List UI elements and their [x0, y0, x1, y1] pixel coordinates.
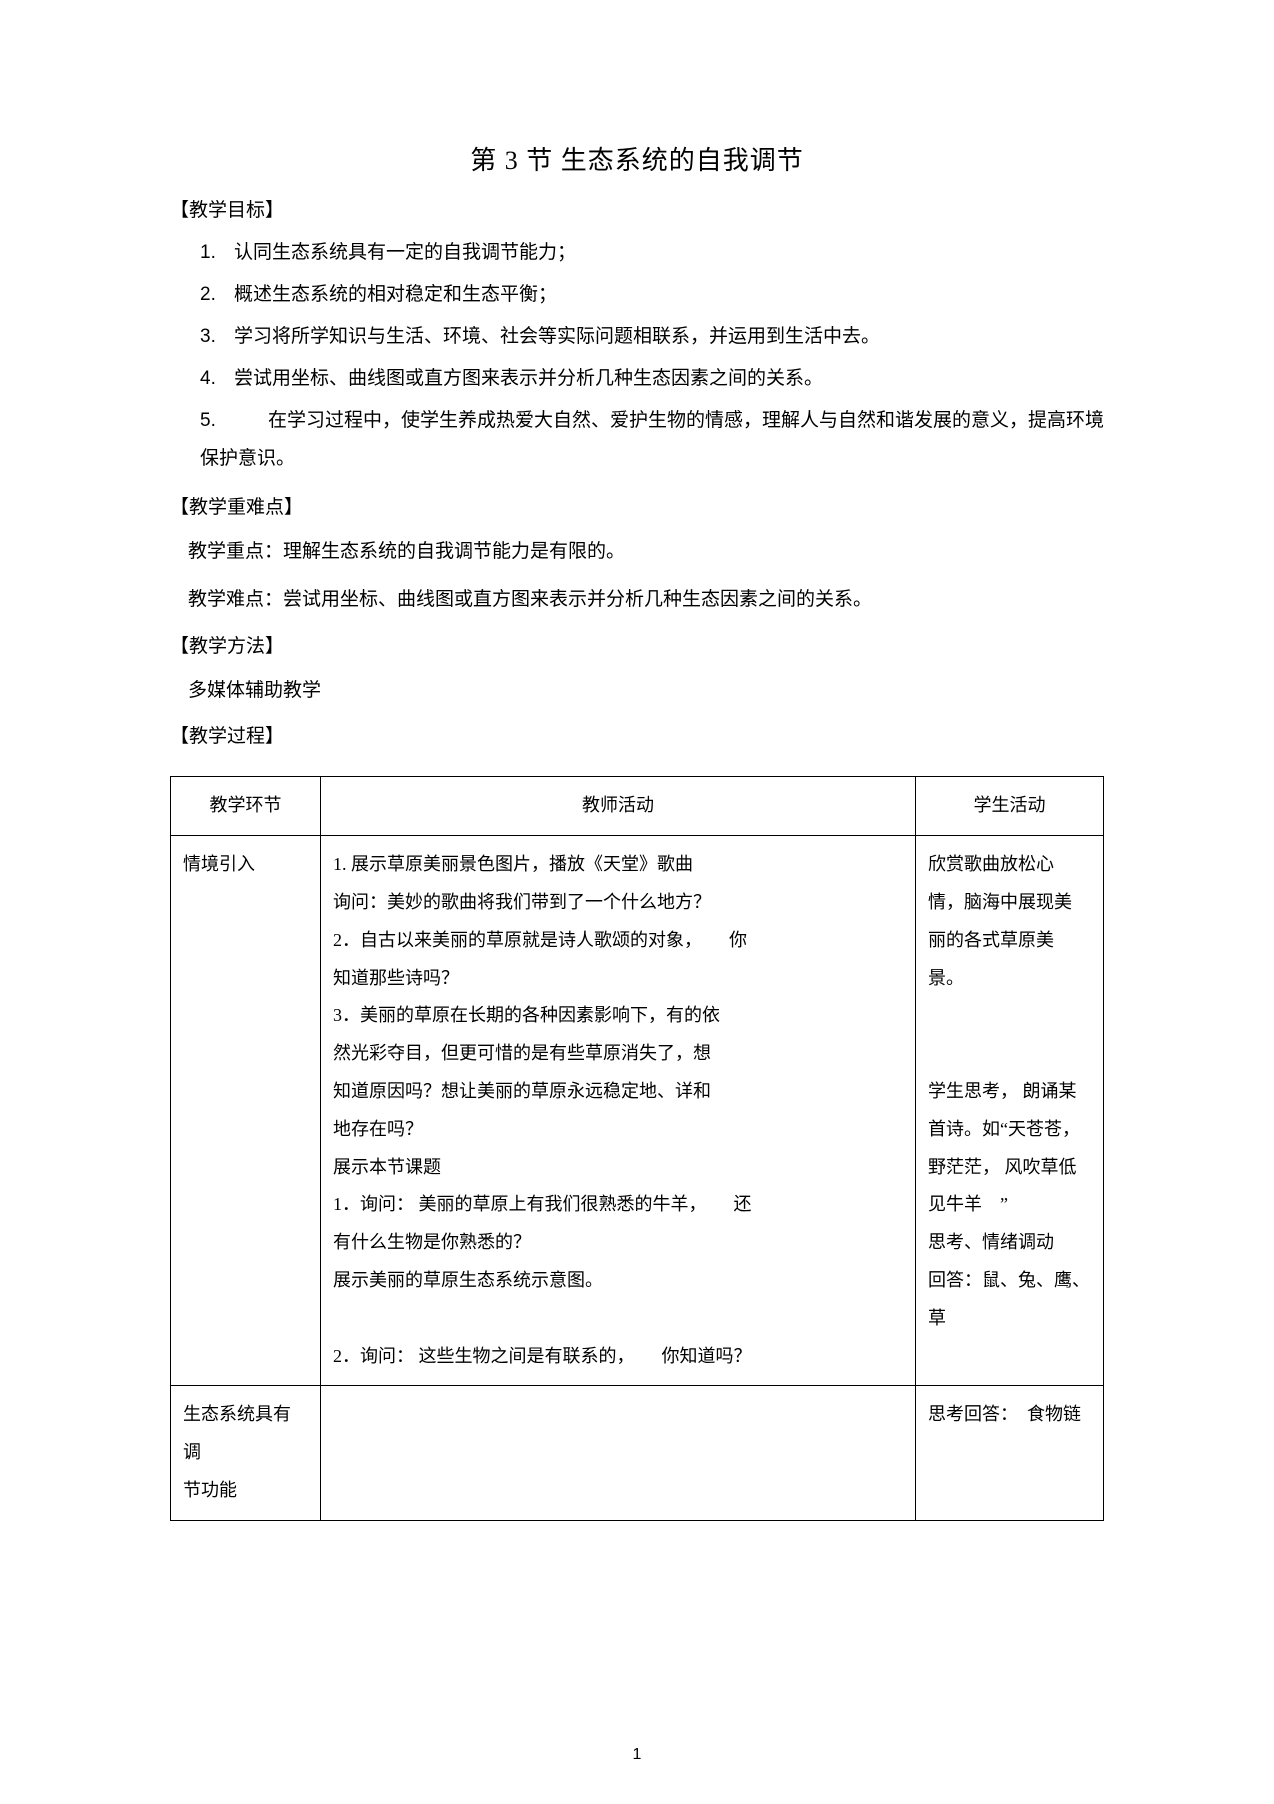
- objective-text-4: 尝试用坐标、曲线图或直方图来表示并分析几种生态因素之间的关系。: [234, 368, 823, 389]
- document-title: 第 3 节 生态系统的自我调节: [170, 140, 1104, 177]
- table-row-1-col-2: 1. 展示草原美丽景色图片，播放《天堂》歌曲 询问：美妙的歌曲将我们带到了一个什…: [321, 836, 916, 1386]
- table-row-1-col-3: 欣赏歌曲放松心 情，脑海中展现美 丽的各式草原美 景。 学生思考， 朗诵某 首诗…: [916, 836, 1104, 1386]
- r1c2-l8: 展示本节课题: [333, 1149, 903, 1187]
- process-header: 【教学过程】: [170, 721, 1104, 748]
- objectives-header: 【教学目标】: [170, 195, 1104, 222]
- objective-item-1: 1.认同生态系统具有一定的自我调节能力；: [200, 234, 1104, 272]
- r1c3-l3: 景。: [928, 960, 1091, 998]
- keypoint-1: 教学重点：理解生态系统的自我调节能力是有限的。: [188, 531, 1104, 573]
- r1c3-l9: 见牛羊 ”: [928, 1186, 1091, 1224]
- r1c2-l12: [333, 1300, 903, 1338]
- methods-body: 多媒体辅助教学: [188, 670, 1104, 712]
- r1c2-l11: 展示美丽的草原生态系统示意图。: [333, 1262, 903, 1300]
- table-row-2-col-3: 思考回答： 食物链: [916, 1386, 1104, 1520]
- objective-text-2: 概述生态系统的相对稳定和生态平衡；: [234, 284, 557, 305]
- r1c3-l8: 野茫茫， 风吹草低: [928, 1149, 1091, 1187]
- r1c2-l1: 询问：美妙的歌曲将我们带到了一个什么地方？: [333, 884, 903, 922]
- objective-item-2: 2.概述生态系统的相对稳定和生态平衡；: [200, 276, 1104, 314]
- objective-text-5: 在学习过程中，使学生养成热爱大自然、爱护生物的情感，理解人与自然和谐发展的意义，…: [200, 410, 1104, 469]
- page-number: 1: [0, 1746, 1274, 1764]
- table-header-1: 教学环节: [171, 777, 321, 836]
- r1c2-l6: 知道原因吗？想让美丽的草原永远稳定地、详和: [333, 1073, 903, 1111]
- keypoint-2: 教学难点：尝试用坐标、曲线图或直方图来表示并分析几种生态因素之间的关系。: [188, 579, 1104, 621]
- r1c3-l11: 回答：鼠、兔、鹰、: [928, 1262, 1091, 1300]
- table-row-1: 情境引入 1. 展示草原美丽景色图片，播放《天堂》歌曲 询问：美妙的歌曲将我们带…: [171, 836, 1104, 1386]
- r1c3-l5: [928, 1035, 1091, 1073]
- r1c2-l2: 2．自古以来美丽的草原就是诗人歌颂的对象， 你: [333, 922, 903, 960]
- r1c2-l10: 有什么生物是你熟悉的？: [333, 1224, 903, 1262]
- r1c3-l6: 学生思考， 朗诵某: [928, 1073, 1091, 1111]
- r1c2-l4: 3．美丽的草原在长期的各种因素影响下，有的依: [333, 997, 903, 1035]
- r1c3-l4: [928, 997, 1091, 1035]
- r1c3-l0: 欣赏歌曲放松心: [928, 846, 1091, 884]
- r1c2-l9: 1．询问： 美丽的草原上有我们很熟悉的牛羊， 还: [333, 1186, 903, 1224]
- r2c1-l1: 节功能: [183, 1472, 308, 1510]
- r1c3-l12: 草: [928, 1300, 1091, 1338]
- table-header-3: 学生活动: [916, 777, 1104, 836]
- methods-header: 【教学方法】: [170, 631, 1104, 658]
- r1c2-l7: 地存在吗？: [333, 1111, 903, 1149]
- objective-item-4: 4.尝试用坐标、曲线图或直方图来表示并分析几种生态因素之间的关系。: [200, 360, 1104, 398]
- r1c3-l13: [928, 1338, 1091, 1376]
- page: 第 3 节 生态系统的自我调节 【教学目标】 1.认同生态系统具有一定的自我调节…: [0, 0, 1274, 1804]
- r1c3-l10: 思考、情绪调动: [928, 1224, 1091, 1262]
- r1c2-l0: 1. 展示草原美丽景色图片，播放《天堂》歌曲: [333, 846, 903, 884]
- table-row-2-col-1: 生态系统具有调 节功能: [171, 1386, 321, 1520]
- r2c1-l0: 生态系统具有调: [183, 1396, 308, 1472]
- r1c3-l1: 情，脑海中展现美: [928, 884, 1091, 922]
- objective-item-3: 3.学习将所学知识与生活、环境、社会等实际问题相联系，并运用到生活中去。: [200, 318, 1104, 356]
- objective-item-5: 5.在学习过程中，使学生养成热爱大自然、爱护生物的情感，理解人与自然和谐发展的意…: [200, 402, 1104, 478]
- table-header-2: 教师活动: [321, 777, 916, 836]
- r1c2-l3: 知道那些诗吗？: [333, 960, 903, 998]
- table-row-2-col-2: [321, 1386, 916, 1520]
- lesson-table: 教学环节 教师活动 学生活动 情境引入 1. 展示草原美丽景色图片，播放《天堂》…: [170, 776, 1104, 1520]
- table-row-2: 生态系统具有调 节功能 思考回答： 食物链: [171, 1386, 1104, 1520]
- objective-text-1: 认同生态系统具有一定的自我调节能力；: [234, 242, 576, 263]
- r1c2-l13: 2．询问： 这些生物之间是有联系的， 你知道吗？: [333, 1338, 903, 1376]
- keypoints-header: 【教学重难点】: [170, 492, 1104, 519]
- objectives-list: 1.认同生态系统具有一定的自我调节能力； 2.概述生态系统的相对稳定和生态平衡；…: [200, 234, 1104, 478]
- objective-text-3: 学习将所学知识与生活、环境、社会等实际问题相联系，并运用到生活中去。: [234, 326, 880, 347]
- r1c3-l2: 丽的各式草原美: [928, 922, 1091, 960]
- r1c2-l5: 然光彩夺目，但更可惜的是有些草原消失了，想: [333, 1035, 903, 1073]
- table-row-1-col-1: 情境引入: [171, 836, 321, 1386]
- table-header-row: 教学环节 教师活动 学生活动: [171, 777, 1104, 836]
- r1c3-l7: 首诗。如“天苍苍，: [928, 1111, 1091, 1149]
